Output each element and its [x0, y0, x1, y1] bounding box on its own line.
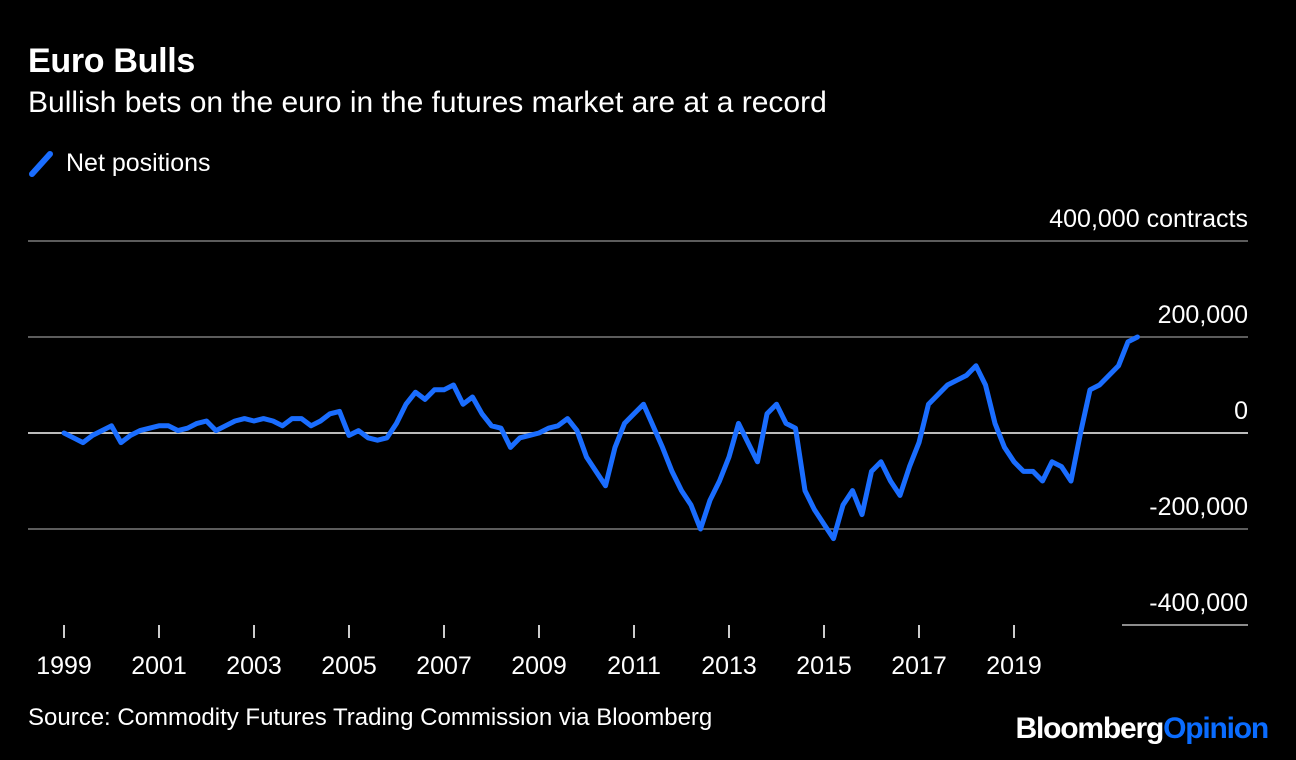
x-tick-label-9: 2017 [891, 652, 947, 680]
x-tick-label-4: 2007 [416, 652, 472, 680]
x-tick-label-7: 2013 [701, 652, 757, 680]
brand-logo: BloombergOpinion [1015, 712, 1270, 746]
x-tick-label-0: 1999 [36, 652, 92, 680]
x-tick-label-8: 2015 [796, 652, 852, 680]
source-note: Source: Commodity Futures Trading Commis… [28, 704, 713, 731]
x-tick-label-10: 2019 [986, 652, 1042, 680]
series-layer [61, 334, 1140, 542]
y-tick-label-3: -200,000 [1149, 493, 1248, 521]
legend-line-icon [29, 151, 53, 177]
x-axis: 1999 2001 2003 2005 2007 2009 2011 2013 2015 2017… [36, 625, 1042, 680]
legend: Net positions [28, 148, 211, 178]
series-line-0 [61, 334, 1140, 542]
x-tick-label-1: 2001 [131, 652, 187, 680]
x-tick-label-6: 2011 [607, 652, 661, 680]
chart-title: Euro Bulls [28, 42, 196, 80]
y-tick-label-4: -400,000 [1149, 589, 1248, 617]
x-tick-label-2: 2003 [226, 652, 282, 680]
y-tick-label-0: 400,000 contracts [1049, 205, 1248, 233]
y-tick-label-1: 200,000 [1158, 301, 1248, 329]
y-tick-label-2: 0 [1234, 397, 1248, 425]
legend-label-net-positions: Net positions [66, 148, 211, 177]
grid-lines [28, 240, 1248, 626]
brand-logo-opinion: Opinion [1163, 712, 1269, 745]
chart-subtitle: Bullish bets on the euro in the futures … [28, 86, 827, 119]
brand-logo-bloomberg: Bloomberg [1015, 712, 1165, 745]
x-tick-label-5: 2009 [511, 652, 567, 680]
y-axis-labels: 400,000 contracts 200,000 0 -200,000 -400,00… [1049, 205, 1248, 617]
x-tick-label-3: 2005 [321, 652, 377, 680]
